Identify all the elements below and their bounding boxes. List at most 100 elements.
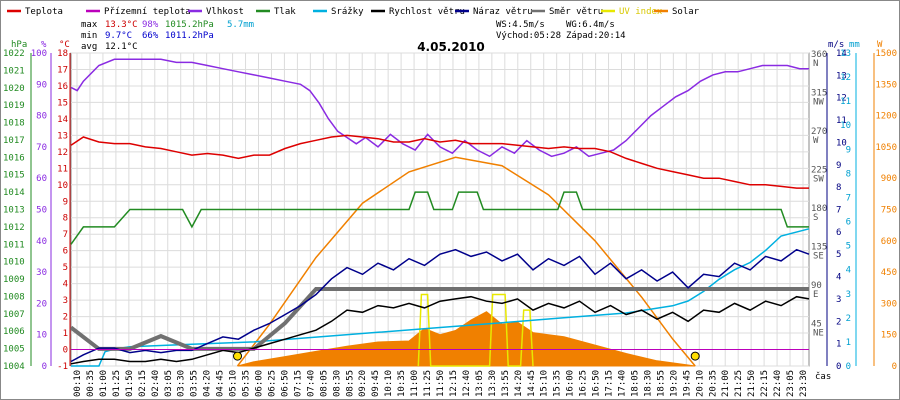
x-tick-label: 16:50 [592,370,602,397]
hpa-tick: 1021 [3,66,25,76]
x-tick-label: 15:10 [540,370,550,397]
celsius-tick: 5 [63,263,68,273]
direction-degree-label: 180 [811,204,827,214]
hpa-tick: 1011 [3,240,25,250]
mm-tick: 12 [840,73,851,83]
x-tick-label: 03:55 [190,370,200,397]
axis-unit-celsius: °C [59,40,70,50]
hpa-tick: 1014 [3,188,25,198]
x-tick-label: 00:35 [86,370,96,397]
x-tick-label: 04:20 [203,370,213,397]
pct-tick: 10 [36,331,47,341]
celsius-tick: 0 [63,346,68,356]
w-tick: 1500 [875,49,897,59]
pct-tick: 40 [36,237,47,247]
x-tick-label: 11:25 [423,370,433,397]
hpa-tick: 1010 [3,258,25,268]
x-tick-label: 17:15 [605,370,615,397]
series-line-smer [69,287,809,351]
ms-tick: 6 [836,228,841,238]
axis-unit-w: W [877,40,883,50]
x-tick-label: 21:00 [721,370,731,397]
mm-tick: 10 [840,121,851,131]
stat-min-temp: 9.7°C [105,31,132,41]
mm-tick: 2 [846,314,851,324]
w-tick: 300 [881,299,897,309]
hpa-tick: 1017 [3,136,25,146]
pct-tick: 90 [36,80,47,90]
mm-tick: 8 [846,169,851,179]
wind-ws: WS:4.5m/s [496,20,545,30]
x-tick-label: 13:55 [501,370,511,397]
x-tick-label: 09:45 [371,370,381,397]
legend-label-vlhkost: Vlhkost [206,7,244,17]
x-tick-label: 21:50 [747,370,757,397]
direction-degree-label: 225 [811,166,827,176]
x-tick-label: 14:20 [514,370,524,397]
x-tick-label: 17:40 [618,370,628,397]
mm-tick: 4 [846,266,851,276]
ms-tick: 12 [836,94,847,104]
ms-tick: 1 [836,340,841,350]
x-tick-label: 11:00 [410,370,420,397]
legend-label-srazky: Srážky [331,7,364,17]
x-axis-label: čas [815,371,831,382]
stat-min-label: min [81,31,97,41]
hpa-tick: 1007 [3,310,25,320]
w-tick: 1050 [875,143,897,153]
x-tick-label: 10:35 [397,370,407,397]
direction-compass-label: W [813,136,819,146]
stat-max-rain: 5.7mm [227,20,254,30]
x-tick-label: 07:40 [306,370,316,397]
w-tick: 600 [881,237,897,247]
series-area-solar [237,311,696,367]
axis-unit-ms: m/s [828,40,844,50]
direction-compass-label: S [813,213,818,223]
pct-tick: 80 [36,112,47,122]
pct-tick: 30 [36,268,47,278]
ms-tick: 13 [836,71,847,81]
x-tick-label: 09:20 [358,370,368,397]
x-tick-label: 06:00 [255,370,265,397]
ms-tick: 3 [836,295,841,305]
ms-tick: 10 [836,138,847,148]
series-line-naraz [70,248,810,363]
x-tick-label: 18:55 [656,370,666,397]
x-tick-label: 12:15 [449,370,459,397]
stat-max-temp: 13.3°C [105,20,138,30]
axis-unit-hpa: hPa [11,40,27,50]
mm-tick: 1 [846,338,851,348]
pct-tick: 20 [36,299,47,309]
series-line-uv [417,293,534,367]
mm-tick: 3 [846,290,851,300]
direction-degree-label: 270 [811,127,827,137]
legend-label-tlak: Tlak [274,7,296,17]
direction-degree-label: 135 [811,243,827,253]
stat-min-press: 1011.2hPa [165,31,214,41]
x-tick-label: 14:45 [527,370,537,397]
hpa-tick: 1018 [3,119,25,129]
direction-degree-label: 90 [811,281,822,291]
pct-tick: 60 [36,174,47,184]
hpa-tick: 1012 [3,223,25,233]
ms-tick: 2 [836,317,841,327]
celsius-tick: 6 [63,247,68,257]
stat-max-label: max [81,20,98,30]
x-tick-label: 13:05 [475,370,485,397]
stat-min-hum: 66% [142,31,159,41]
direction-compass-label: NE [813,329,824,339]
chart-title: 4.05.2010 [417,40,485,54]
x-tick-label: 12:40 [462,370,472,397]
mm-tick: 0 [846,362,851,372]
celsius-tick: 8 [63,214,68,224]
celsius-tick: 16 [57,82,68,92]
x-tick-label: 05:35 [242,370,252,397]
x-tick-label: 18:05 [630,370,640,397]
axis-unit-pct: % [41,40,47,50]
w-tick: 750 [881,206,897,216]
ms-tick: 7 [836,206,841,216]
legend-label-teplota: Teplota [25,7,63,17]
hpa-tick: 1019 [3,101,25,111]
legend-label-rychlost: Rychlost větru [389,7,465,17]
